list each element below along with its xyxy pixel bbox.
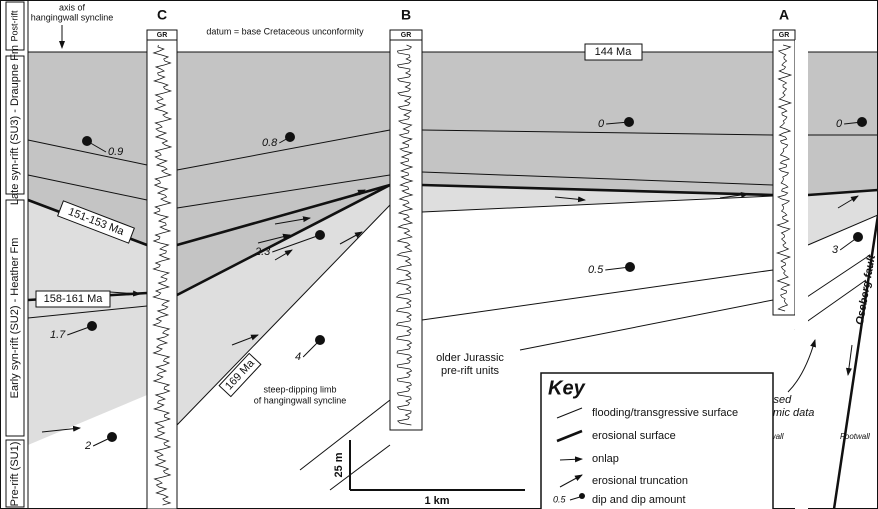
dip-label: 1.7	[50, 329, 66, 341]
dip-dot	[285, 132, 295, 142]
dip-label: 0.9	[108, 146, 123, 158]
key-title: Key	[548, 377, 586, 399]
dip-dot	[853, 232, 863, 242]
dip-dot	[107, 432, 117, 442]
annotation: older Jurassic	[436, 352, 504, 364]
dip-dot	[87, 321, 97, 331]
axis-label: axis of	[59, 2, 86, 12]
key-item: erosional surface	[592, 430, 676, 442]
dip-label: 0.5	[588, 264, 604, 276]
log-label: GR	[401, 32, 412, 39]
dip-label: 0	[836, 118, 843, 130]
axis-label: hangingwall syncline	[31, 12, 114, 22]
annotation: pre-rift units	[441, 365, 500, 377]
age-label: 158-161 Ma	[44, 293, 104, 305]
unit-label: Early syn-rift (SU2) - Heather Fm	[9, 238, 21, 399]
dip-label: 0.8	[262, 137, 278, 149]
dip-label: 2.3	[254, 246, 271, 258]
gap	[795, 40, 808, 509]
key-dip-example: 0.5	[553, 494, 567, 504]
annotation: steep-dipping limb	[263, 384, 336, 394]
unit-label: Post-rift	[9, 10, 19, 42]
key: Key flooding/transgressive surface erosi…	[541, 373, 773, 509]
well-name: B	[401, 7, 411, 23]
dip-label: 3	[832, 244, 839, 256]
key-item: onlap	[592, 453, 619, 465]
dip-dot	[82, 136, 92, 146]
scale-label: 1 km	[424, 495, 449, 507]
dip-dot	[857, 117, 867, 127]
key-item: flooding/transgressive surface	[592, 407, 738, 419]
dip-label: 4	[295, 351, 301, 363]
diagram: Post-rift Late syn-rift (SU3) - Draupne …	[0, 0, 878, 509]
unit-label: Pre-rift (SU1)	[9, 442, 21, 507]
dip-label: 0	[598, 118, 605, 130]
fault-arrow	[848, 345, 852, 375]
annotation: of hangingwall syncline	[254, 395, 347, 405]
dip-label: 2	[84, 440, 91, 452]
age-label: 144 Ma	[595, 46, 633, 58]
unit-label: Late syn-rift (SU3) - Draupne Fm	[9, 45, 21, 205]
datum-label: datum = base Cretaceous unconformity	[206, 26, 364, 36]
dip-dot	[315, 335, 325, 345]
dip-dot	[625, 262, 635, 272]
well-column	[390, 30, 422, 430]
key-item: dip and dip amount	[592, 494, 686, 506]
unit-column: Post-rift Late syn-rift (SU3) - Draupne …	[6, 0, 28, 509]
dip-dot	[624, 117, 634, 127]
log-label: GR	[157, 32, 168, 39]
well-name: C	[157, 7, 167, 23]
key-item: erosional truncation	[592, 475, 688, 487]
dip-dot	[315, 230, 325, 240]
well-column	[147, 30, 177, 509]
log-label: GR	[779, 32, 790, 39]
scale-label: 25 m	[333, 452, 345, 477]
well-name: A	[779, 7, 789, 23]
